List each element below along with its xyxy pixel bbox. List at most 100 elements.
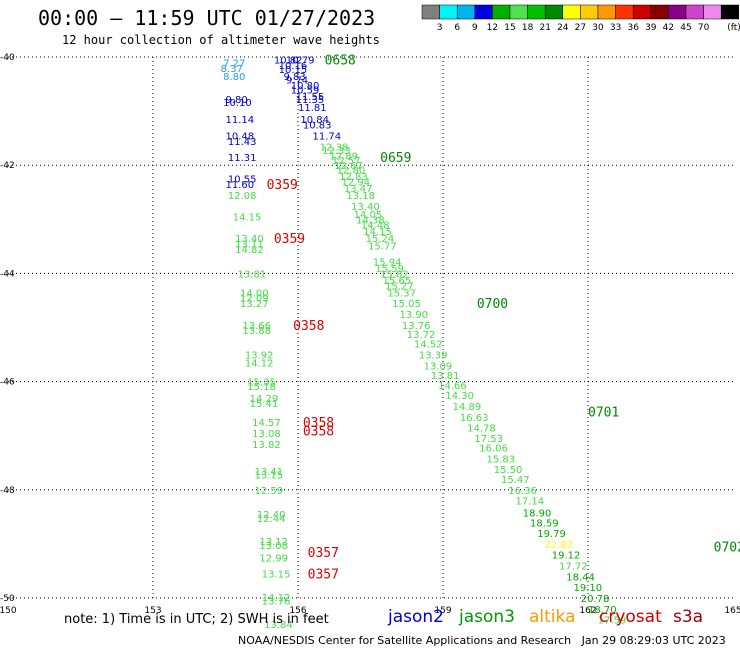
swh-data-label: 9.83 (284, 72, 306, 83)
colorbar-label: 30 (592, 23, 604, 33)
swh-data-label: 12.94 (342, 177, 371, 188)
swh-data-label: 14.48 (361, 221, 390, 232)
swh-data-label: 10.55 (228, 175, 257, 186)
swh-data-label: 11.81 (298, 103, 327, 114)
swh-data-label: 19.12 (552, 551, 581, 562)
track-time-label: 0359 (267, 178, 298, 193)
colorbar-swatch (597, 4, 616, 20)
colorbar-label: 24 (557, 23, 569, 33)
swh-data-label: 12.67 (334, 161, 363, 172)
credit-line: NOAA/NESDIS Center for Satellite Applica… (238, 634, 726, 647)
swh-data-label: 14.05 (354, 210, 383, 221)
swh-data-label: 13.84 (264, 620, 293, 631)
colorbar-label: 12 (487, 23, 498, 33)
colorbar-swatch (474, 4, 493, 20)
colorbar-label: 33 (610, 23, 621, 33)
x-tick-label: 153 (144, 606, 161, 616)
swh-data-label: 10.48 (226, 131, 255, 142)
swh-data-label: 13.82 (252, 440, 281, 451)
swh-data-label: 14.38 (356, 215, 385, 226)
track-time-label: 0359 (274, 232, 305, 247)
swh-data-label: 10.83 (303, 121, 332, 132)
colorbar-swatch (439, 4, 458, 20)
swh-data-label: 13.11 (235, 240, 264, 251)
swh-data-label: 16.36 (508, 486, 537, 497)
swh-data-label: 18.90 (523, 509, 552, 520)
swh-data-label: 13.72 (407, 330, 436, 341)
swh-data-label: 18.59 (530, 518, 559, 529)
swh-data-label: 15.59 (375, 264, 404, 275)
swh-data-label: 15.35 (247, 378, 276, 389)
swh-data-label: 10.10 (223, 98, 252, 109)
swh-data-label: 22.82 (545, 540, 574, 551)
colorbar-swatch (720, 4, 740, 20)
swh-data-label: 10.80 (291, 81, 320, 92)
swh-data-label: 10.82 (274, 56, 303, 67)
swh-data-label: 12.89 (329, 151, 358, 162)
colorbar-swatch (456, 4, 476, 20)
colorbar-unit: (ft) (727, 23, 740, 33)
colorbar-label: 70 (698, 23, 710, 33)
swh-data-label: 19.79 (537, 529, 566, 540)
swh-data-label: 13.08 (259, 541, 288, 552)
swh-data-label: 12.08 (228, 191, 257, 202)
swh-data-label: 13.27 (240, 299, 269, 310)
swh-data-label: 12.33 (322, 146, 351, 157)
colorbar-swatch (562, 4, 581, 20)
legend-jason3: jason3 (459, 607, 515, 627)
legend-altika: altika (529, 607, 576, 627)
swh-data-label: 15.83 (487, 454, 516, 465)
track-time-label: 0357 (308, 546, 339, 561)
swh-data-label: 10.15 (279, 65, 308, 76)
swh-data-label: 13.12 (259, 537, 288, 548)
swh-data-label: 14.52 (414, 340, 443, 351)
swh-data-label: 12.99 (259, 553, 288, 564)
swh-data-label: 12.44 (257, 514, 286, 525)
y-tick-label: -42 (0, 161, 15, 171)
track-time-label: 0702 (714, 541, 740, 556)
swh-data-label: 9.74 (286, 76, 308, 87)
colorbar-swatch (580, 4, 599, 20)
legend-cryosat: cryosat (599, 607, 662, 627)
swh-data-label: 13.76 (402, 321, 431, 332)
colorbar-swatch (615, 4, 634, 20)
swh-data-label: 13.92 (245, 351, 274, 362)
track-time-label: 0658 (325, 54, 356, 69)
swh-data-label: 11.74 (313, 131, 342, 142)
swh-data-label: 12.09 (240, 294, 269, 305)
swh-data-label: 14.66 (438, 381, 467, 392)
colorbar-label: 36 (627, 23, 639, 33)
colorbar-swatch (703, 4, 722, 20)
legend-s3a: s3a (673, 607, 704, 627)
swh-data-label: 13.18 (346, 191, 375, 202)
track-time-label: 0358 (303, 416, 334, 431)
swh-data-label: 10.16 (279, 61, 308, 72)
y-tick-label: -40 (0, 53, 15, 63)
colorbar-swatch (527, 4, 546, 20)
swh-data-label: 15.65 (383, 276, 412, 287)
swh-data-label: 15.47 (501, 475, 530, 486)
colorbar-swatch (685, 4, 704, 20)
swh-data-label: 10.79 (286, 56, 315, 67)
x-tick-label: 165 (724, 606, 740, 616)
y-tick-label: -46 (0, 378, 15, 388)
colorbar-swatch (509, 4, 528, 20)
colorbar-label: 21 (539, 23, 550, 33)
swh-data-label: 10.59 (291, 85, 320, 96)
swh-data-label: 13.15 (262, 570, 291, 581)
swh-data-label: 11.60 (226, 180, 255, 191)
track-time-label: 0701 (588, 405, 619, 420)
y-tick-label: -44 (0, 269, 15, 279)
swh-data-label: 13.90 (400, 310, 429, 321)
swh-data-label: 13.81 (431, 371, 460, 382)
swh-data-label: 14.15 (233, 213, 262, 224)
footnote: note: 1) Time is in UTC; 2) SWH is in fe… (64, 612, 329, 627)
swh-data-label: 18.44 (566, 572, 595, 583)
swh-data-label: 14.15 (363, 227, 392, 238)
chart-subtitle: 12 hour collection of altimeter wave hei… (62, 33, 380, 47)
x-tick-label: 150 (0, 606, 17, 616)
swh-data-label: 9.80 (226, 95, 248, 106)
track-time-label: 0358 (303, 424, 334, 439)
swh-data-label: 14.57 (252, 418, 281, 429)
